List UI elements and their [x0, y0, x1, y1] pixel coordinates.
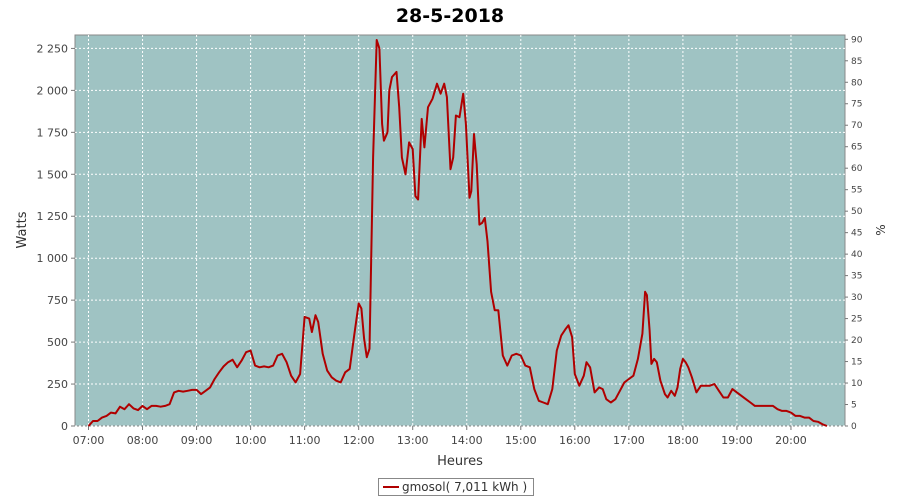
x-axis-label: Heures: [437, 454, 483, 469]
series-line: [87, 39, 828, 427]
x-tick-label: 13:00: [397, 434, 429, 447]
x-tick-label: 11:00: [289, 434, 321, 447]
y2-tick-label: 0: [851, 422, 857, 432]
y-axis-label: Watts: [15, 211, 30, 248]
legend-label: gmosol( 7,011 kWh ): [402, 480, 528, 494]
x-tick-label: 18:00: [667, 434, 699, 447]
y2-tick-label: 30: [851, 293, 863, 303]
y-tick-label: 750: [47, 294, 68, 307]
x-tick-label: 16:00: [559, 434, 591, 447]
grid: [75, 35, 845, 427]
x-tick-label: 09:00: [181, 434, 213, 447]
y-tick-label: 2 000: [37, 84, 69, 97]
x-tick-label: 17:00: [613, 434, 645, 447]
y2-tick-label: 20: [851, 336, 863, 346]
y-tick-label: 2 250: [37, 42, 69, 55]
plot-area: [74, 34, 846, 427]
y-tick-label: 250: [47, 378, 68, 391]
x-tick-label: 10:00: [235, 434, 267, 447]
y2-tick-label: 90: [851, 35, 863, 45]
axes: 07:00 08:00 09:00 10:00 11:00 12:00 13:00 14:00…: [37, 35, 863, 447]
legend-swatch: [383, 486, 399, 488]
x-tick-label: 15:00: [505, 434, 537, 447]
y-tick-label: 500: [47, 336, 68, 349]
y2-tick-label: 80: [851, 78, 863, 88]
y2-tick-label: 70: [851, 121, 863, 131]
y2-tick-label: 35: [851, 272, 862, 282]
y2-tick-label: 75: [851, 100, 862, 110]
y-tick-label: 1 750: [37, 126, 69, 139]
legend: gmosol( 7,011 kWh ): [378, 478, 535, 496]
y2-tick-label: 40: [851, 250, 863, 260]
y2-axis-label: %: [874, 224, 888, 235]
x-tick-label: 19:00: [721, 434, 753, 447]
x-tick-label: 20:00: [775, 434, 807, 447]
x-tick-label: 12:00: [343, 434, 375, 447]
y2-tick-label: 25: [851, 315, 862, 325]
y-tick-label: 1 000: [37, 252, 69, 265]
x-tick-label: 08:00: [127, 434, 159, 447]
chart-title: 28-5-2018: [396, 5, 504, 27]
y-tick-label: 0: [61, 420, 68, 433]
y2-tick-label: 60: [851, 164, 863, 174]
y2-tick-label: 15: [851, 358, 862, 368]
y2-tick-label: 50: [851, 207, 863, 217]
y-tick-label: 1 250: [37, 210, 69, 223]
y2-tick-label: 45: [851, 229, 862, 239]
y2-tick-label: 5: [851, 401, 857, 411]
y2-tick-label: 65: [851, 143, 862, 153]
y2-tick-label: 85: [851, 57, 862, 67]
y2-tick-label: 10: [851, 379, 863, 389]
x-tick-label: 14:00: [451, 434, 483, 447]
y2-tick-label: 55: [851, 186, 862, 196]
y-tick-label: 1 500: [37, 168, 69, 181]
series-layer: [87, 39, 828, 427]
x-tick-label: 07:00: [73, 434, 105, 447]
